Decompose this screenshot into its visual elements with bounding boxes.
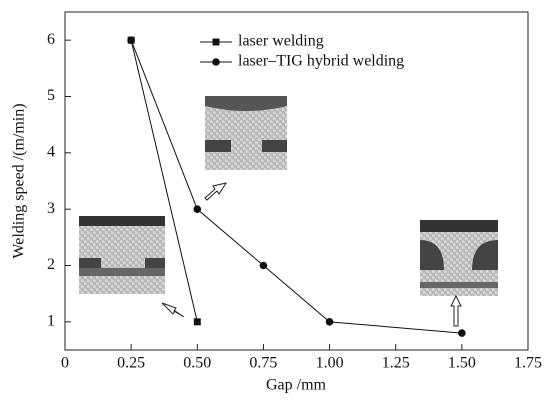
- inset-middle: [205, 96, 287, 170]
- x-tick-label: 1.75: [514, 355, 542, 372]
- inset-right: [420, 220, 498, 296]
- inset-left: [79, 216, 165, 294]
- y-axis-label: Welding speed /(m/min): [11, 103, 28, 258]
- x-axis-label: Gap /mm: [266, 377, 327, 394]
- y-tick-label: 5: [47, 87, 55, 104]
- marker: [326, 318, 334, 326]
- y-tick-label: 1: [47, 313, 55, 330]
- marker: [458, 329, 466, 337]
- y-tick-label: 6: [47, 31, 55, 48]
- marker: [193, 205, 201, 213]
- legend-marker: [212, 58, 220, 66]
- x-tick-label: 0.50: [183, 355, 211, 372]
- y-tick-label: 2: [47, 256, 55, 273]
- arrows: [162, 183, 461, 326]
- y-tick-label: 4: [47, 144, 55, 161]
- marker: [260, 262, 268, 270]
- x-tick-label: 1.00: [316, 355, 344, 372]
- y-tick-label: 3: [47, 200, 55, 217]
- x-tick-label: 0.75: [249, 355, 277, 372]
- marker: [127, 36, 135, 44]
- legend-label: laser welding: [238, 33, 324, 50]
- x-tick-label: 0: [61, 355, 69, 372]
- series-line: [131, 40, 462, 333]
- x-tick-label: 1.25: [382, 355, 410, 372]
- legend-marker: [213, 39, 220, 46]
- chart: Gap /mm Welding speed /(m/min) 0 0.25 0.50…: [0, 0, 554, 401]
- legend-label: laser–TIG hybrid welding: [238, 53, 404, 70]
- x-tick-label: 1.50: [448, 355, 476, 372]
- marker: [194, 318, 201, 325]
- x-tick-label: 0.25: [117, 355, 145, 372]
